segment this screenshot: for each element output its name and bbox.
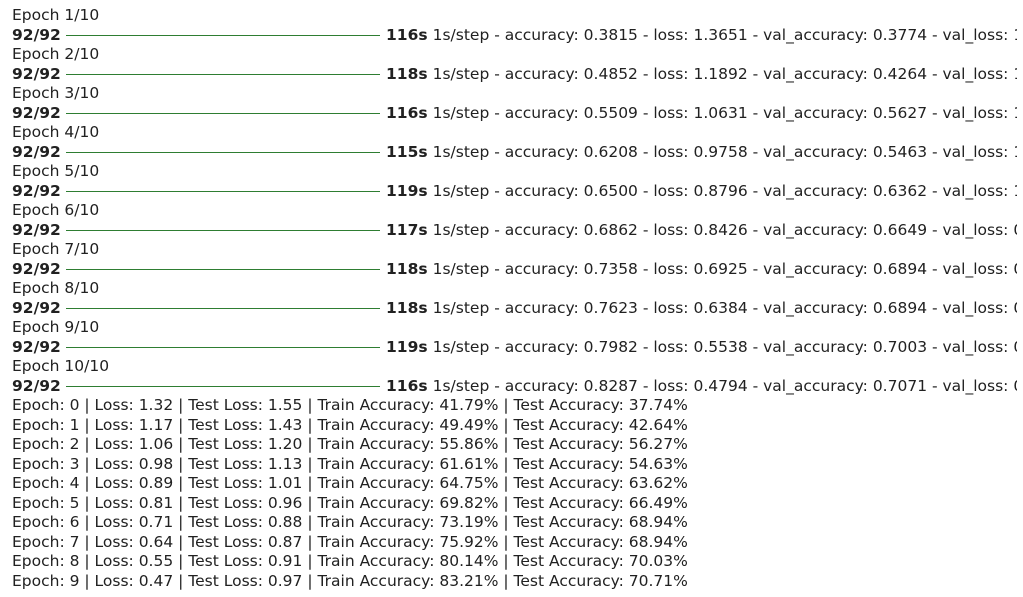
epoch-header: Epoch 1/10 <box>12 6 100 24</box>
epoch-time: 118s <box>386 259 428 278</box>
progress-bar <box>66 113 380 115</box>
progress-bar <box>66 308 380 310</box>
epoch-header: Epoch 9/10 <box>12 318 100 336</box>
epoch-metrics: 1s/step - accuracy: 0.7623 - loss: 0.638… <box>432 298 1017 317</box>
summary-line: Epoch: 4 | Loss: 0.89 | Test Loss: 1.01 … <box>12 474 688 492</box>
step-counter: 92/92 <box>12 376 61 395</box>
epoch-header: Epoch 2/10 <box>12 45 100 63</box>
training-output: Epoch 1/10 92/92 116s 1s/step - accuracy… <box>12 6 1017 591</box>
summary-line: Epoch: 3 | Loss: 0.98 | Test Loss: 1.13 … <box>12 454 688 473</box>
progress-bar <box>66 74 380 76</box>
epoch-progress-line: 92/92 119s 1s/step - accuracy: 0.7982 - … <box>12 338 1017 358</box>
summary-line: Epoch: 8 | Loss: 0.55 | Test Loss: 0.91 … <box>12 552 688 570</box>
step-counter: 92/92 <box>12 259 61 278</box>
step-counter: 92/92 <box>12 298 61 317</box>
progress-bar <box>66 152 380 154</box>
epoch-metrics: 1s/step - accuracy: 0.8287 - loss: 0.479… <box>432 376 1017 395</box>
epoch-progress-line: 92/92 116s 1s/step - accuracy: 0.5509 - … <box>12 104 1017 124</box>
summary-line: Epoch: 2 | Loss: 1.06 | Test Loss: 1.20 … <box>12 435 688 453</box>
epoch-header: Epoch 5/10 <box>12 162 100 180</box>
step-counter: 92/92 <box>12 142 61 161</box>
epoch-progress-line: 92/92 118s 1s/step - accuracy: 0.4852 - … <box>12 65 1017 85</box>
epoch-header: Epoch 7/10 <box>12 240 100 258</box>
step-counter: 92/92 <box>12 181 61 200</box>
epoch-header: Epoch 3/10 <box>12 84 100 102</box>
epoch-progress-line: 92/92 118s 1s/step - accuracy: 0.7623 - … <box>12 299 1017 319</box>
epoch-metrics: 1s/step - accuracy: 0.6208 - loss: 0.975… <box>432 142 1017 161</box>
step-counter: 92/92 <box>12 337 61 356</box>
epoch-metrics: 1s/step - accuracy: 0.3815 - loss: 1.365… <box>432 25 1017 44</box>
epoch-time: 116s <box>386 25 428 44</box>
epoch-metrics: 1s/step - accuracy: 0.6862 - loss: 0.842… <box>432 220 1017 239</box>
epoch-metrics: 1s/step - accuracy: 0.6500 - loss: 0.879… <box>432 181 1017 200</box>
epoch-header: Epoch 8/10 <box>12 279 100 297</box>
step-counter: 92/92 <box>12 25 61 44</box>
epoch-time: 115s <box>386 142 428 161</box>
epoch-header: Epoch 6/10 <box>12 201 100 219</box>
epoch-time: 116s <box>386 103 428 122</box>
epoch-time: 116s <box>386 376 428 395</box>
step-counter: 92/92 <box>12 64 61 83</box>
progress-bar <box>66 347 380 349</box>
epoch-progress-line: 92/92 116s 1s/step - accuracy: 0.8287 - … <box>12 377 1017 397</box>
epoch-progress-line: 92/92 116s 1s/step - accuracy: 0.3815 - … <box>12 26 1017 46</box>
summary-line: Epoch: 7 | Loss: 0.64 | Test Loss: 0.87 … <box>12 532 688 551</box>
epoch-progress-line: 92/92 119s 1s/step - accuracy: 0.6500 - … <box>12 182 1017 202</box>
progress-bar <box>66 230 380 232</box>
step-counter: 92/92 <box>12 220 61 239</box>
epoch-time: 119s <box>386 181 428 200</box>
summary-line: Epoch: 5 | Loss: 0.81 | Test Loss: 0.96 … <box>12 493 688 512</box>
epoch-progress-line: 92/92 117s 1s/step - accuracy: 0.6862 - … <box>12 221 1017 241</box>
summary-line: Epoch: 6 | Loss: 0.71 | Test Loss: 0.88 … <box>12 513 688 531</box>
epoch-metrics: 1s/step - accuracy: 0.7358 - loss: 0.692… <box>432 259 1017 278</box>
epoch-metrics: 1s/step - accuracy: 0.4852 - loss: 1.189… <box>432 64 1017 83</box>
epoch-progress-line: 92/92 118s 1s/step - accuracy: 0.7358 - … <box>12 260 1017 280</box>
step-counter: 92/92 <box>12 103 61 122</box>
summary-line: Epoch: 1 | Loss: 1.17 | Test Loss: 1.43 … <box>12 415 688 434</box>
epoch-metrics: 1s/step - accuracy: 0.5509 - loss: 1.063… <box>432 103 1017 122</box>
epoch-time: 119s <box>386 337 428 356</box>
summary-line: Epoch: 9 | Loss: 0.47 | Test Loss: 0.97 … <box>12 571 688 590</box>
epoch-time: 117s <box>386 220 428 239</box>
epoch-header: Epoch 10/10 <box>12 357 110 375</box>
progress-bar <box>66 269 380 271</box>
progress-bar <box>66 386 380 388</box>
progress-bar <box>66 35 380 37</box>
summary-line: Epoch: 0 | Loss: 1.32 | Test Loss: 1.55 … <box>12 396 688 414</box>
epoch-metrics: 1s/step - accuracy: 0.7982 - loss: 0.553… <box>432 337 1017 356</box>
epoch-progress-line: 92/92 115s 1s/step - accuracy: 0.6208 - … <box>12 143 1017 163</box>
epoch-header: Epoch 4/10 <box>12 123 100 141</box>
epoch-time: 118s <box>386 298 428 317</box>
epoch-time: 118s <box>386 64 428 83</box>
progress-bar <box>66 191 380 193</box>
